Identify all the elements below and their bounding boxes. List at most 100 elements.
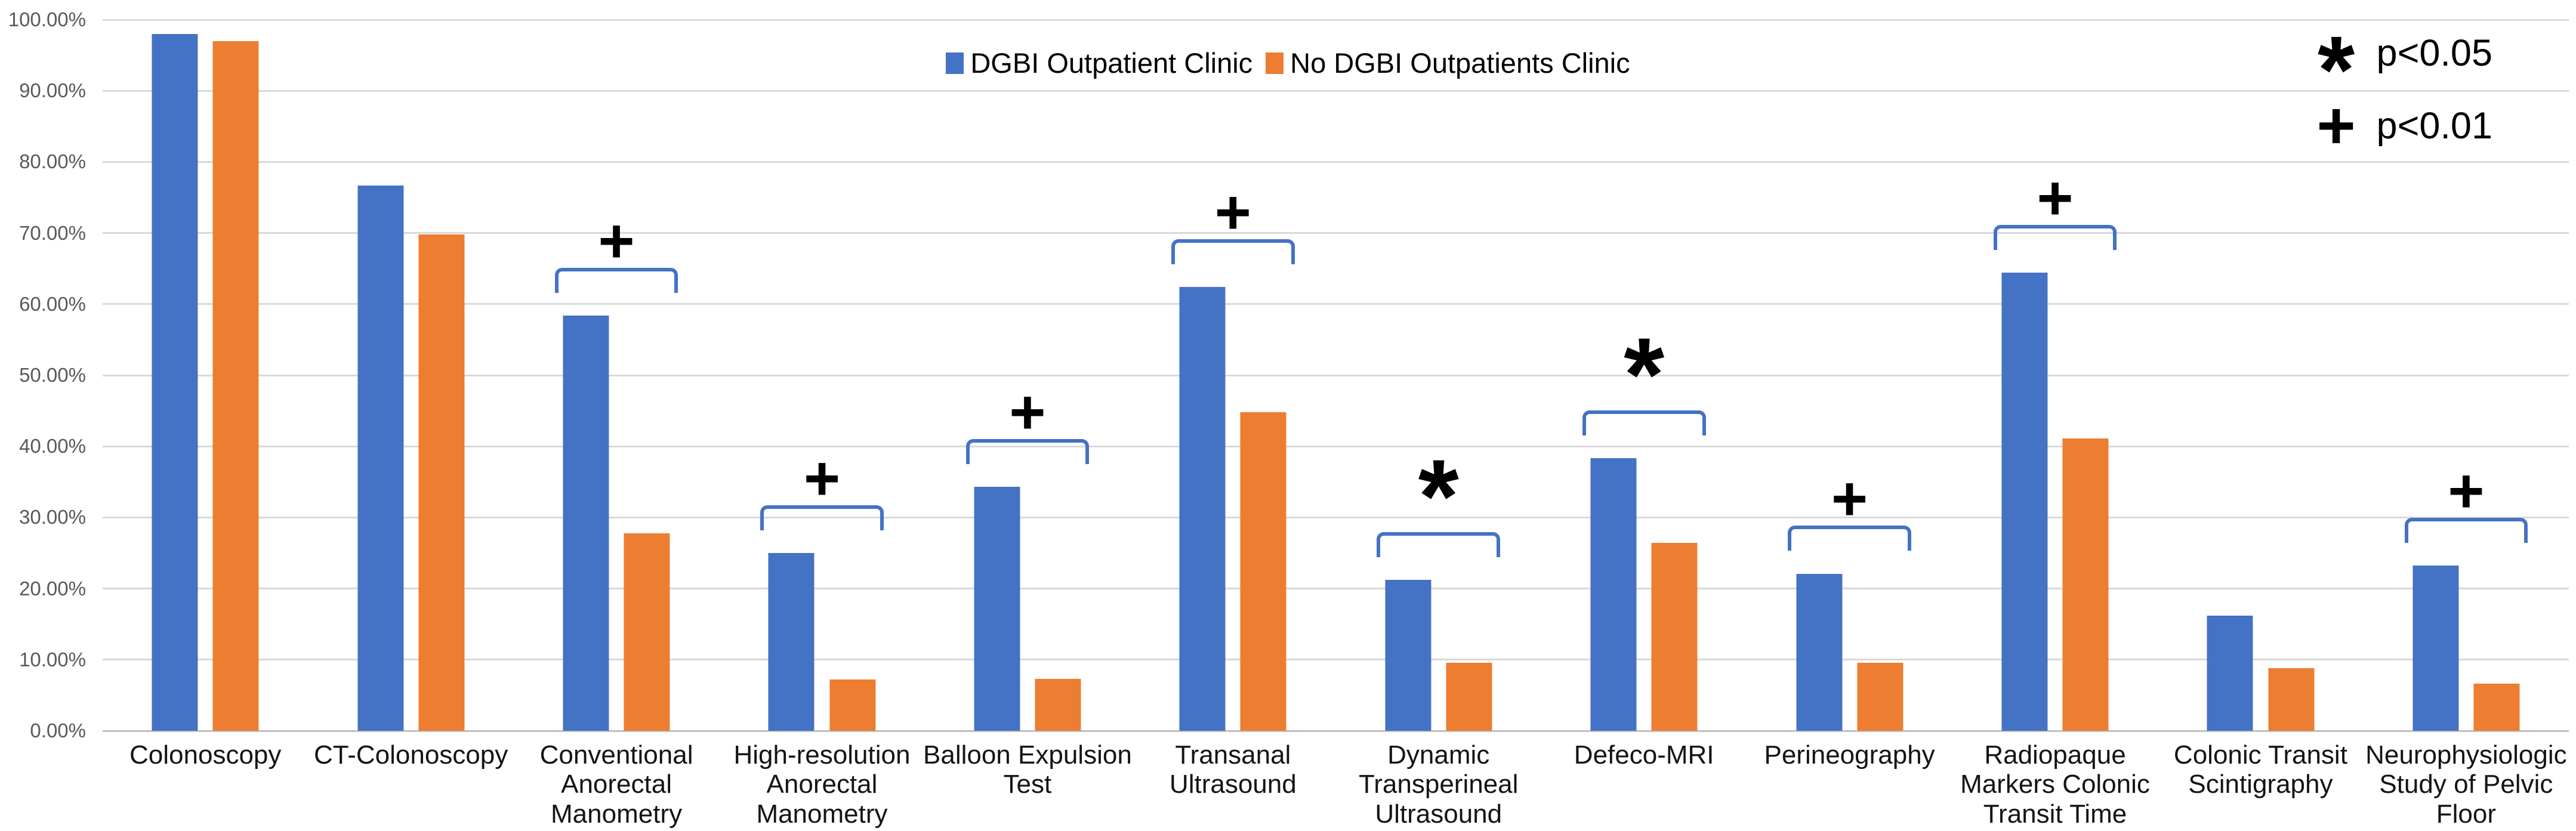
- bar-pair: [2001, 20, 2109, 731]
- significance-marker-plus: +: [2448, 456, 2485, 527]
- bar-dgbi: [152, 33, 198, 731]
- sig-key-label-p005: p<0.05: [2376, 32, 2492, 74]
- gridline: [103, 232, 2569, 234]
- bar-dgbi: [563, 315, 609, 731]
- bar-dgbi: [2001, 273, 2048, 731]
- x-category-label: Neurophysiologic Study of Pelvic Floor: [2365, 740, 2567, 829]
- gridline: [103, 18, 2569, 21]
- bar-pair: [2413, 20, 2520, 731]
- bar-no-dgbi: [1857, 662, 1904, 731]
- significance-bracket: [1993, 225, 2117, 251]
- significance-marker-asterisk: *: [1624, 317, 1665, 434]
- significance-key: * p<0.05 + p<0.01: [2296, 17, 2492, 162]
- bar-dgbi: [1385, 580, 1432, 731]
- bar-pair: [152, 20, 259, 731]
- y-tick-label: 100.00%: [8, 8, 86, 30]
- y-tick-label: 30.00%: [19, 506, 86, 529]
- bar-pair: [1590, 20, 1698, 731]
- x-category-label: Conventional Anorectal Manometry: [539, 740, 693, 829]
- significance-bracket: [2404, 518, 2528, 543]
- category-group: + Conventional Anorectal Manometry: [514, 20, 719, 829]
- category-group: + Neurophysiologic Study of Pelvic Floor: [2364, 20, 2569, 828]
- x-category-label: Colonic Transit Scintigraphy: [2173, 740, 2347, 799]
- significance-bracket: [554, 267, 678, 293]
- bar-dgbi: [1796, 573, 1843, 731]
- bar-no-dgbi: [2473, 684, 2520, 731]
- legend-swatch-orange: [1266, 52, 1284, 74]
- category-group: + Transanal Ultrasound: [1130, 20, 1335, 799]
- bar-dgbi: [357, 185, 404, 731]
- y-tick-label: 90.00%: [19, 79, 86, 102]
- gridline: [103, 160, 2569, 163]
- sig-key-label-p001: p<0.01: [2376, 105, 2492, 147]
- y-axis: 0.00% 10.00% 20.00% 30.00% 40.00% 50.00% 60.00…: [0, 8, 90, 742]
- category-group: CT-Colonoscopy: [308, 20, 513, 770]
- plot-area: Colonoscopy CT-Colonoscopy + Conventional A…: [103, 18, 2569, 829]
- bar-no-dgbi: [2062, 438, 2109, 731]
- bar-dgbi: [1590, 458, 1637, 731]
- bar-dgbi: [974, 487, 1020, 731]
- significance-marker-plus: +: [2037, 163, 2074, 234]
- significance-bracket: [760, 505, 884, 530]
- significance-bracket: [1788, 526, 1911, 551]
- significance-marker-plus: +: [1009, 378, 1046, 447]
- bar-pair: [357, 20, 465, 731]
- x-category-label: Balloon Expulsion Test: [923, 740, 1132, 799]
- y-tick-label: 20.00%: [19, 577, 86, 600]
- x-category-label: High-resolution Anorectal Manometry: [733, 740, 911, 829]
- gridline: [103, 89, 2569, 92]
- x-category-label: CT-Colonoscopy: [314, 740, 508, 770]
- bar-dgbi: [1179, 287, 1226, 731]
- bar-pair: [563, 20, 670, 731]
- significance-bracket: [1582, 410, 1706, 436]
- y-tick-label: 50.00%: [19, 364, 86, 386]
- sig-key-row-p001: + p<0.01: [2296, 89, 2492, 162]
- x-category-label: Radiopaque Markers Colonic Transit Time: [1960, 740, 2150, 829]
- bar-dgbi: [2207, 615, 2253, 731]
- category-group: Colonic Transit Scintigraphy: [2158, 20, 2363, 799]
- significance-marker-plus: +: [1214, 178, 1251, 248]
- x-category-label: Perineography: [1764, 740, 1935, 770]
- legend-label-no-dgbi: No DGBI Outpatients Clinic: [1290, 47, 1630, 79]
- gridline: [103, 445, 2569, 447]
- x-category-label: Transanal Ultrasound: [1169, 740, 1297, 799]
- bar-pair: [1179, 20, 1287, 731]
- significance-marker-plus: +: [598, 206, 635, 276]
- bar-no-dgbi: [1446, 662, 1492, 731]
- bar-pair: [974, 20, 1081, 731]
- gridline: [103, 730, 2569, 732]
- sig-key-row-p005: * p<0.05: [2296, 17, 2492, 118]
- category-group: + High-resolution Anorectal Manometry: [719, 20, 924, 829]
- significance-marker-plus: +: [1831, 464, 1868, 535]
- bar-no-dgbi: [212, 41, 259, 731]
- bar-pair: [1385, 20, 1492, 731]
- category-group: + Balloon Expulsion Test: [923, 20, 1132, 799]
- category-group: Colonoscopy: [103, 20, 308, 770]
- category-group: + Perineography: [1747, 20, 1952, 770]
- bar-no-dgbi: [1035, 678, 1081, 731]
- gridline: [103, 303, 2569, 305]
- bar-no-dgbi: [2268, 668, 2314, 731]
- legend-label-dgbi: DGBI Outpatient Clinic: [970, 47, 1253, 79]
- bar-pair: [768, 20, 876, 731]
- category-group: * Defeco-MRI: [1541, 20, 1747, 770]
- significance-bracket: [1171, 239, 1295, 265]
- bar-pair: [1796, 20, 1904, 731]
- category-groups: Colonoscopy CT-Colonoscopy + Conventional A…: [103, 20, 2569, 829]
- gridline: [103, 516, 2569, 518]
- bar-pair: [2207, 20, 2314, 731]
- bar-no-dgbi: [418, 234, 465, 731]
- legend-item-dgbi: DGBI Outpatient Clinic: [946, 47, 1252, 79]
- category-group: + Radiopaque Markers Colonic Transit Time: [1952, 20, 2158, 828]
- bar-dgbi: [2413, 566, 2459, 731]
- bar-no-dgbi: [1240, 412, 1287, 731]
- significance-marker-asterisk: *: [1418, 438, 1459, 555]
- bar-dgbi: [768, 553, 815, 731]
- y-tick-label: 40.00%: [19, 435, 86, 458]
- bar-no-dgbi: [829, 679, 876, 731]
- x-category-label: Defeco-MRI: [1574, 740, 1714, 770]
- legend-item-no-dgbi: No DGBI Outpatients Clinic: [1266, 47, 1630, 79]
- y-tick-label: 0.00%: [30, 719, 86, 742]
- significance-bracket: [965, 439, 1090, 464]
